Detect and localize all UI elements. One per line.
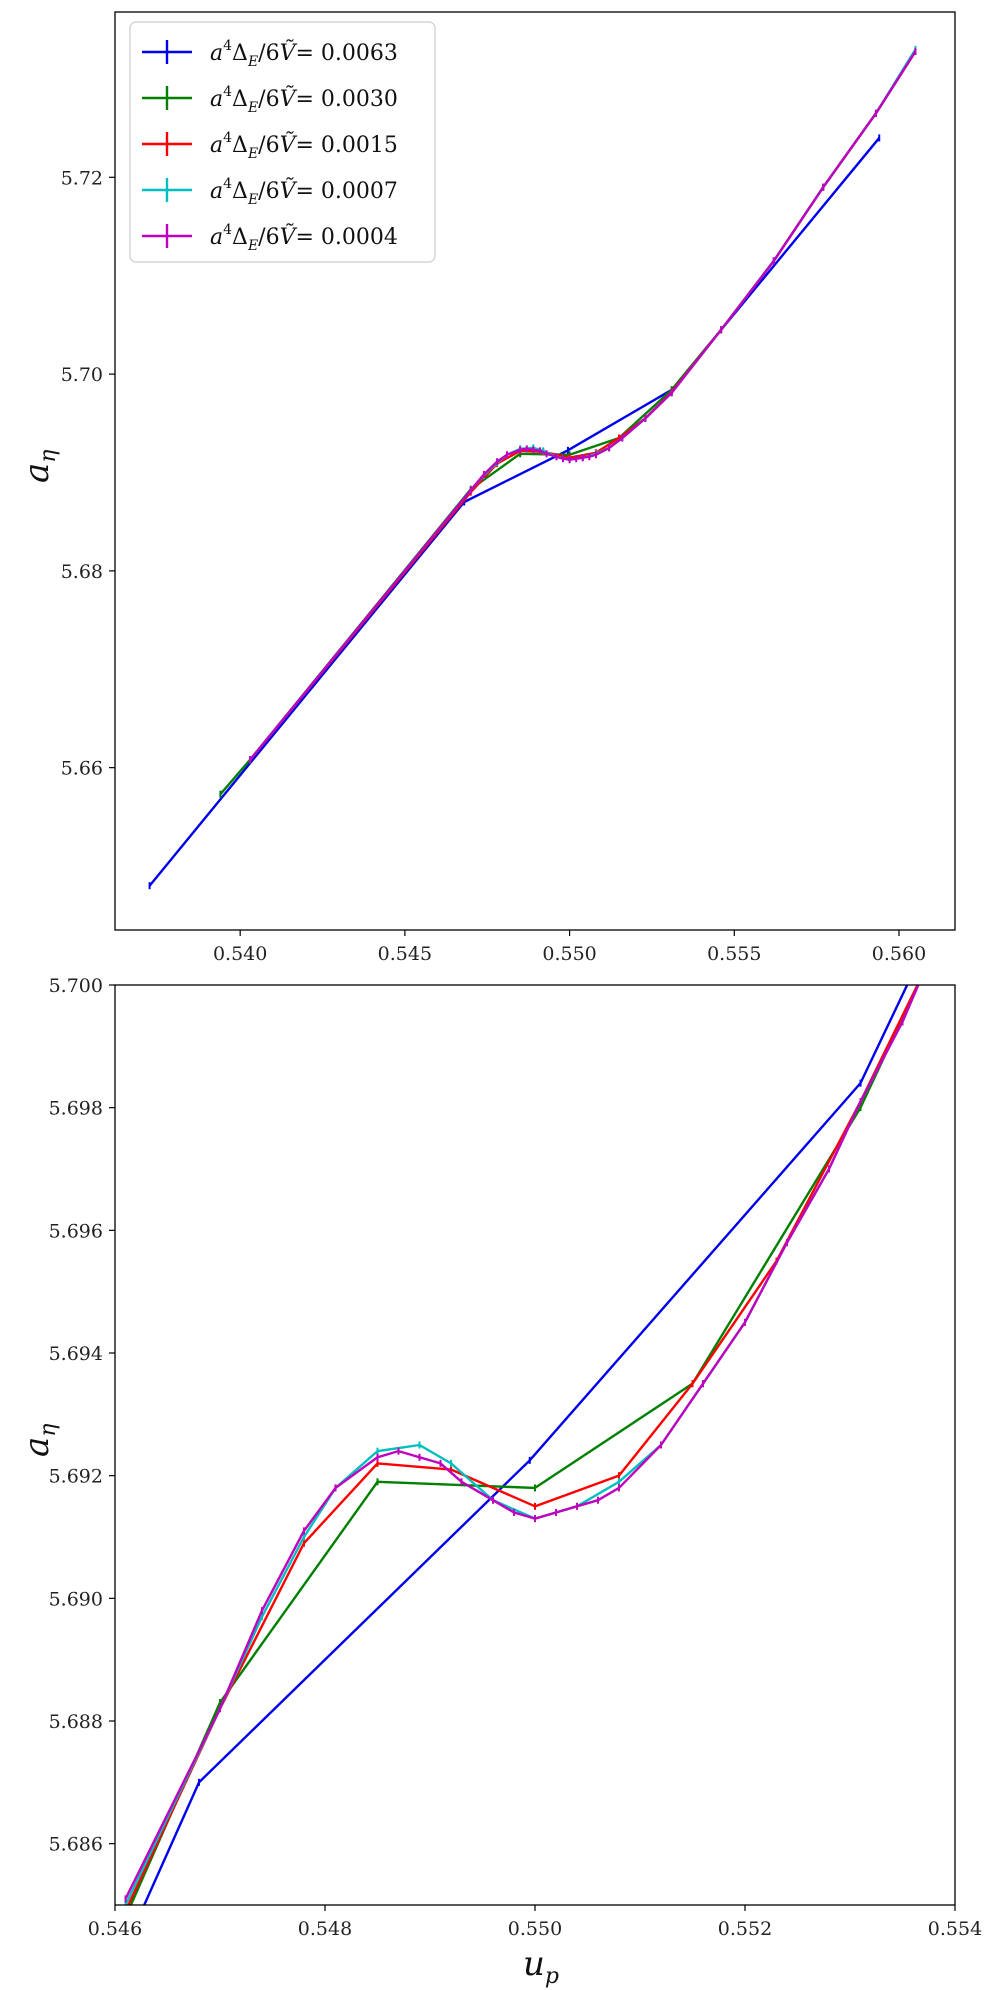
x-tick-label: 0.550 — [542, 943, 596, 965]
plot-area — [124, 985, 920, 1905]
series-line-4 — [124, 985, 920, 1900]
top-panel: 0.540 0.545 0.550 0.555 0.560 5.66 5.68 5.70 5.7… — [17, 11, 956, 965]
y-tick-label: 5.698 — [49, 1098, 103, 1120]
y-tick-label: 5.700 — [49, 975, 103, 997]
x-tick-label: 0.560 — [872, 943, 926, 965]
series-line-0 — [142, 985, 909, 1905]
y-tick-label: 5.696 — [49, 1220, 103, 1242]
x-axis-label: up — [523, 1944, 559, 1989]
y-tick-label: 5.70 — [61, 364, 103, 386]
x-tick-label: 0.555 — [707, 943, 761, 965]
y-tick-label: 5.68 — [61, 561, 103, 583]
legend-label: a4ΔE/6Ṽ= 0.0030 — [210, 84, 398, 116]
y-tick-label: 5.686 — [49, 1834, 103, 1856]
series-line-1 — [129, 985, 920, 1905]
legend-box — [129, 21, 436, 263]
x-tick-label: 0.552 — [718, 1918, 772, 1940]
y-axis-label: aη — [17, 1424, 61, 1457]
series-line-2 — [127, 985, 919, 1905]
y-tick-label: 5.72 — [61, 167, 103, 189]
y-tick-label: 5.690 — [49, 1588, 103, 1610]
x-tick-label: 0.548 — [298, 1918, 352, 1940]
series-line-3 — [124, 985, 920, 1905]
legend-label: a4ΔE/6Ṽ= 0.0015 — [210, 130, 398, 162]
y-tick-label: 5.688 — [49, 1711, 103, 1733]
axes-frame — [114, 984, 956, 1906]
y-axis-label: aη — [17, 450, 61, 483]
legend: a4ΔE/6Ṽ= 0.0063 a4ΔE/6Ṽ= 0.0030 a4ΔE/6Ṽ= 0… — [129, 21, 436, 263]
x-tick-label: 0.550 — [508, 1918, 562, 1940]
legend-label: a4ΔE/6Ṽ= 0.0063 — [210, 38, 398, 70]
plot-area — [148, 45, 917, 890]
x-tick-label: 0.545 — [378, 943, 432, 965]
x-tick-label: 0.540 — [213, 943, 267, 965]
bottom-panel: 0.546 0.548 0.550 0.552 0.554 5.686 5.688 5.690… — [17, 975, 982, 1989]
y-tick-label: 5.66 — [61, 758, 103, 780]
axes-frame — [114, 11, 956, 931]
y-tick-label: 5.692 — [49, 1466, 103, 1488]
y-tick-label: 5.694 — [49, 1343, 103, 1365]
legend-label: a4ΔE/6Ṽ= 0.0004 — [210, 222, 398, 254]
series-line-4 — [249, 50, 917, 761]
x-tick-label: 0.554 — [928, 1918, 982, 1940]
x-tick-label: 0.546 — [88, 1918, 142, 1940]
legend-label: a4ΔE/6Ṽ= 0.0007 — [210, 176, 398, 208]
